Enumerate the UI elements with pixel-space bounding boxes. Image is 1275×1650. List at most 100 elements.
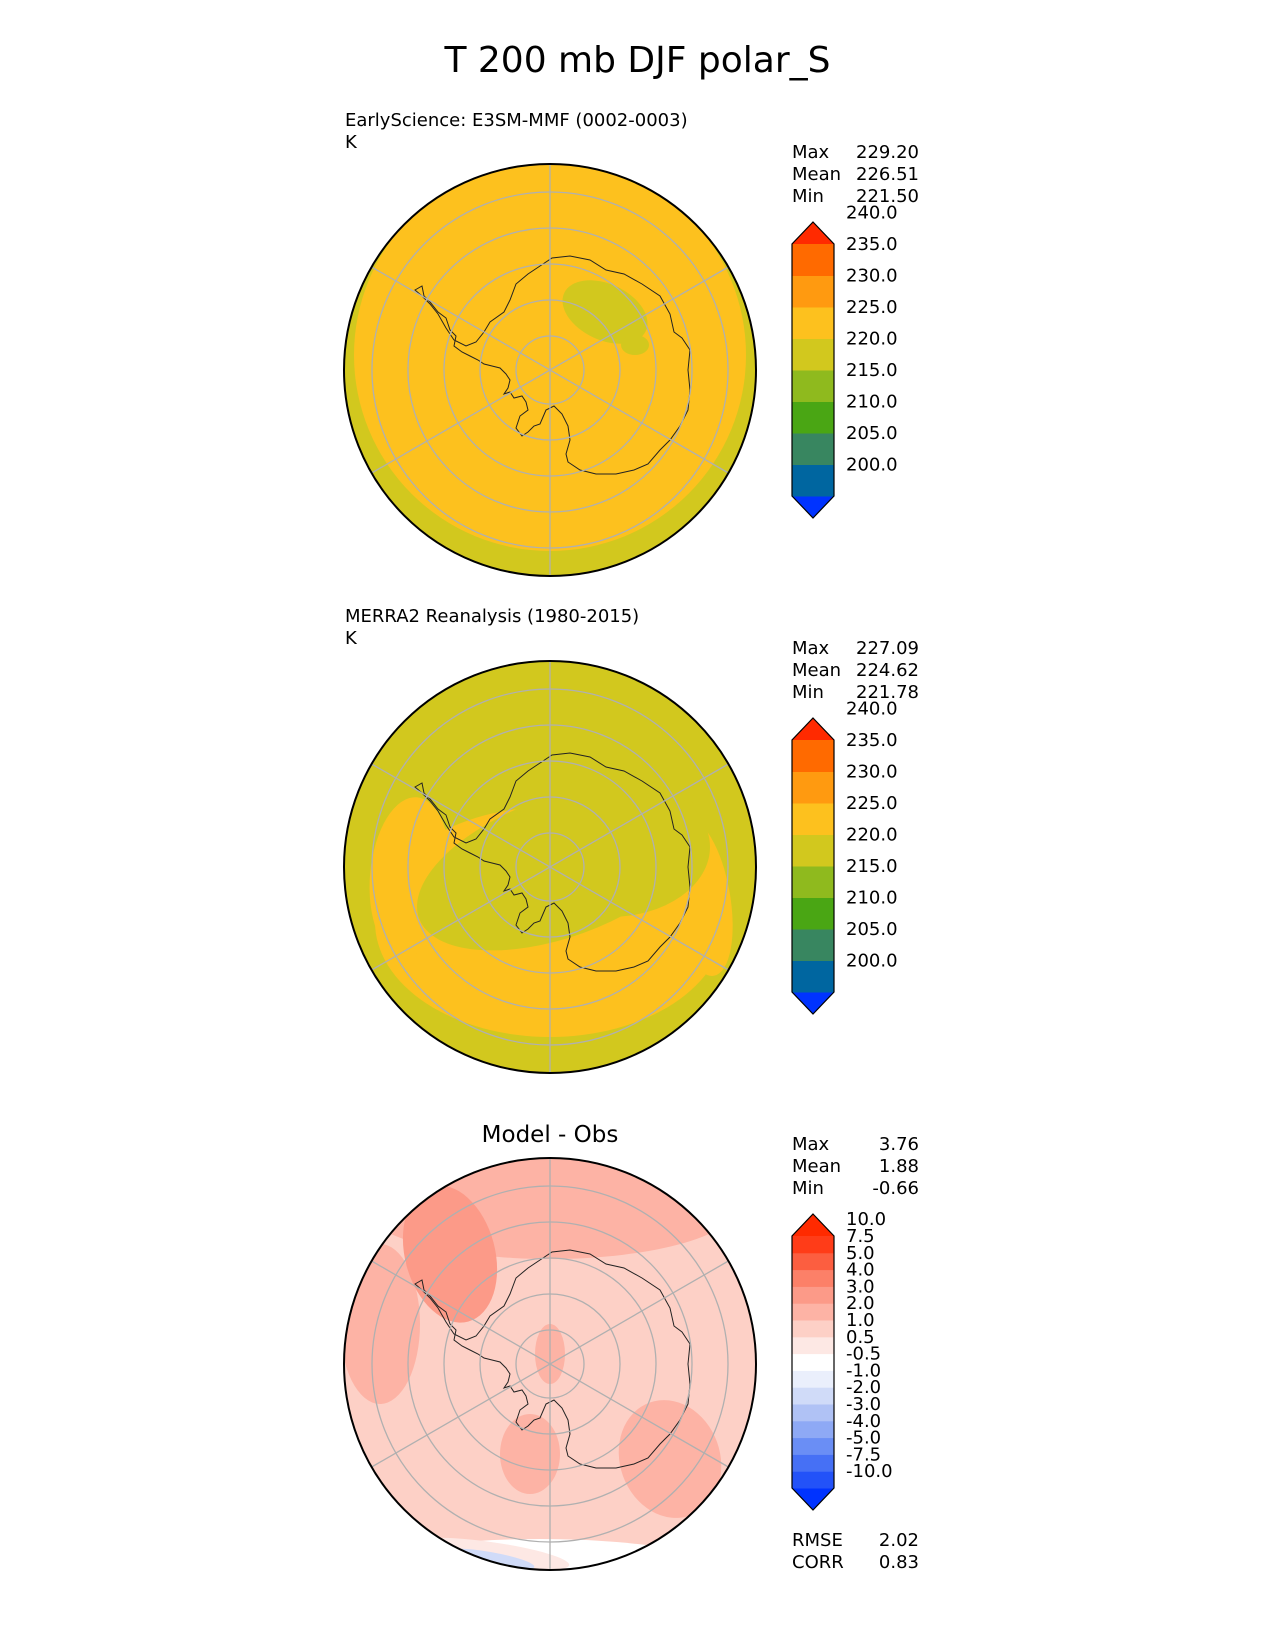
colorbar-segment xyxy=(792,1370,834,1388)
stat-max: Max 227.09 xyxy=(792,638,919,659)
contour-region xyxy=(618,1400,722,1518)
map-panel-1 xyxy=(344,164,756,576)
stat-mean: Mean 226.51 xyxy=(792,164,919,185)
contour-region xyxy=(621,335,649,355)
colorbar-tick-label: 205.0 xyxy=(846,423,898,444)
stat-rmse: RMSE 2.02 xyxy=(792,1530,919,1551)
panel-1-units: K xyxy=(345,132,357,153)
colorbar-segment xyxy=(792,1286,834,1304)
colorbar-segment xyxy=(792,433,834,465)
colorbar-segment xyxy=(792,1387,834,1405)
colorbar-tick-label: -7.5 xyxy=(846,1444,881,1465)
colorbar-extend-low xyxy=(792,1488,834,1510)
colorbar-tick-label: -4.0 xyxy=(846,1411,881,1432)
colorbar-segment xyxy=(792,401,834,434)
colorbar-segment xyxy=(792,897,834,930)
colorbar-tick-label: 235.0 xyxy=(846,730,898,751)
colorbar-segment xyxy=(792,771,834,804)
panel-2-label: MERRA2 Reanalysis (1980-2015) xyxy=(345,606,640,627)
colorbar-outline xyxy=(791,221,835,519)
colorbar-segment xyxy=(792,929,834,961)
colorbar-segment xyxy=(792,1303,834,1321)
colorbar-segment xyxy=(792,1269,834,1287)
figure-title: T 200 mb DJF polar_S xyxy=(444,40,831,81)
colorbar-segment xyxy=(792,1236,834,1254)
meridian-line xyxy=(371,763,729,971)
colorbar-segment xyxy=(792,464,834,497)
colorbar-extend-low xyxy=(792,496,834,518)
colorbar-tick-label: 230.0 xyxy=(846,266,898,287)
colorbar-segment xyxy=(792,740,834,772)
panel-3-extra-stats: RMSE 2.02 CORR 0.83 xyxy=(792,1530,919,1574)
colorbar-segment xyxy=(792,1353,834,1371)
colorbar-segment xyxy=(792,370,834,402)
colorbar-segment xyxy=(792,803,834,835)
colorbar-1: 200.0 205.0 210.0 215.0 220.0 225.0 230.0 235.0… xyxy=(791,203,898,519)
panel-2-units: K xyxy=(345,628,357,649)
colorbar-tick-label: 10.0 xyxy=(846,1209,886,1230)
coastline-antarctica xyxy=(414,1249,691,1469)
stat-min: Min 221.50 xyxy=(792,186,919,207)
colorbar-segment xyxy=(792,866,834,898)
colorbar-tick-label: 220.0 xyxy=(846,825,898,846)
contour-region xyxy=(344,1539,740,1570)
colorbar-tick-label: -0.5 xyxy=(846,1344,881,1365)
colorbar-segment xyxy=(792,1252,834,1271)
panel-1-label: EarlyScience: E3SM-MMF (0002-0003) xyxy=(345,110,688,131)
map-boundary xyxy=(343,163,757,577)
colorbar-segment xyxy=(792,275,834,308)
map-boundary xyxy=(343,660,757,1074)
panel-3-stats: Max 3.76 Mean 1.88 Min -0.66 xyxy=(792,1134,919,1200)
colorbar-tick-label: 200.0 xyxy=(846,455,898,476)
colorbar-tick-label: 215.0 xyxy=(846,360,898,381)
map-panel-2 xyxy=(344,661,756,1073)
colorbar-tick-label: 4.0 xyxy=(846,1260,875,1281)
colorbar-tick-label: 225.0 xyxy=(846,793,898,814)
stat-min: Min 221.78 xyxy=(792,682,919,703)
colorbar-tick-label: 5.0 xyxy=(846,1243,875,1264)
colorbar-tick-label: 240.0 xyxy=(846,699,898,720)
contour-region xyxy=(500,1414,560,1494)
coastline-antarctica xyxy=(414,752,691,972)
stat-mean: Mean 224.62 xyxy=(792,660,919,681)
colorbar-extend-high xyxy=(792,1214,834,1236)
colorbar-tick-label: 7.5 xyxy=(846,1226,875,1247)
colorbar-outline xyxy=(791,717,835,1015)
colorbar-tick-label: -1.0 xyxy=(846,1360,881,1381)
stat-mean: Mean 1.88 xyxy=(792,1156,919,1177)
colorbar-segment xyxy=(792,1404,834,1422)
colorbar-segment xyxy=(792,1336,834,1355)
colorbar-tick-label: -10.0 xyxy=(846,1461,893,1482)
colorbar-tick-label: 205.0 xyxy=(846,919,898,940)
panel-1-stats: Max 229.20 Mean 226.51 Min 221.50 xyxy=(792,142,919,208)
colorbar-segment xyxy=(792,338,834,371)
colorbar-tick-label: 220.0 xyxy=(846,329,898,350)
colorbar-tick-label: 215.0 xyxy=(846,856,898,877)
colorbar-tick-label: 240.0 xyxy=(846,203,898,224)
map-boundary xyxy=(343,1157,757,1571)
colorbar-3: -10.0-7.5-5.0-4.0-3.0-2.0-1.0-0.50.51.02… xyxy=(791,1209,893,1511)
colorbar-segment xyxy=(792,1454,834,1472)
colorbar-segment xyxy=(792,834,834,867)
colorbar-segment xyxy=(792,1437,834,1455)
colorbar-segment xyxy=(792,307,834,339)
panel-2-stats: Max 227.09 Mean 224.62 Min 221.78 xyxy=(792,638,919,704)
colorbar-tick-label: 2.0 xyxy=(846,1293,875,1314)
colorbar-tick-label: 225.0 xyxy=(846,297,898,318)
contour-region xyxy=(402,1185,498,1323)
colorbar-segment xyxy=(792,1320,834,1338)
colorbar-tick-label: 210.0 xyxy=(846,888,898,909)
colorbar-segment xyxy=(792,1471,834,1489)
colorbar-segment xyxy=(792,244,834,276)
colorbar-tick-label: 210.0 xyxy=(846,392,898,413)
meridian-line xyxy=(371,1260,729,1468)
colorbar-2: 200.0 205.0 210.0 215.0 220.0 225.0 230.0 235.0… xyxy=(791,699,898,1015)
colorbar-tick-label: -2.0 xyxy=(846,1377,881,1398)
colorbar-extend-low xyxy=(792,992,834,1014)
colorbar-tick-label: -3.0 xyxy=(846,1394,881,1415)
coastline-antarctica xyxy=(414,255,691,475)
colorbar-outline xyxy=(791,1213,835,1511)
meridian-line xyxy=(371,266,729,474)
colorbar-segment xyxy=(792,1420,834,1439)
